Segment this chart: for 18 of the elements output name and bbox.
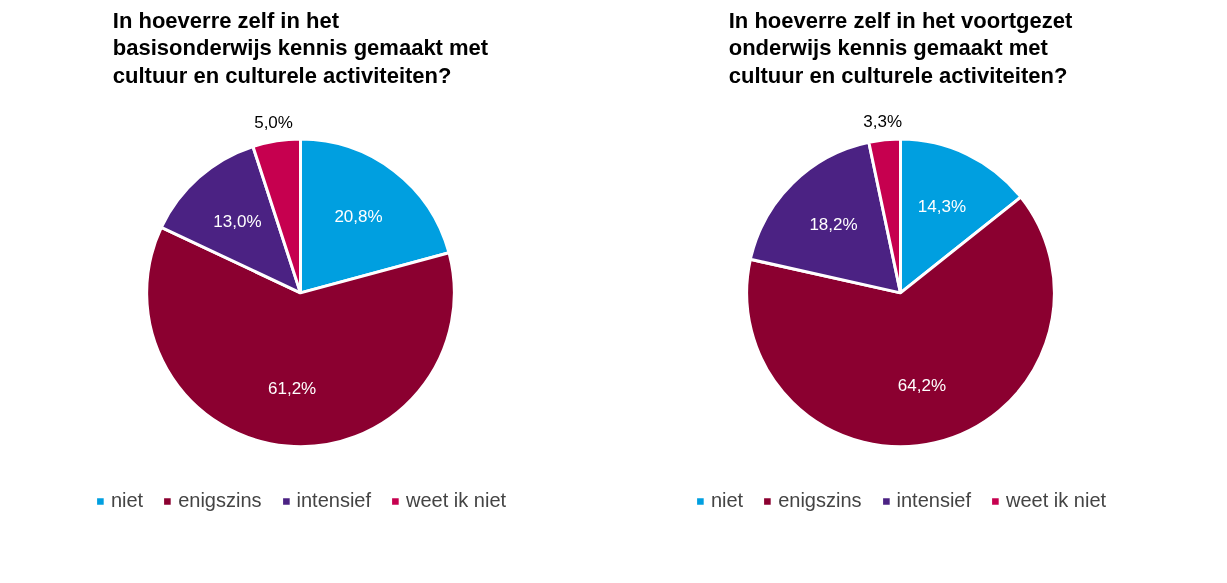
legend-label: niet	[710, 489, 744, 512]
legend-label: weet ik niet	[1006, 489, 1107, 512]
data-label: 5,0%	[254, 112, 293, 132]
data-label: 18,2%	[809, 215, 858, 235]
data-label: 14,3%	[917, 197, 967, 217]
chart-title: In hoeverre zelf in het voortgezet onderwijs kennis gemaakt met cultuur en culturele activiteiten?	[728, 7, 1073, 88]
legend-label: enigszins	[778, 489, 862, 512]
data-label: 3,3%	[863, 111, 903, 131]
data-label: 20,8%	[334, 207, 383, 227]
data-label: 61,2%	[268, 378, 317, 398]
legend-label: niet	[110, 489, 144, 512]
legend-label: intensief	[296, 489, 372, 512]
data-label: 64,2%	[897, 376, 946, 396]
legend-label: enigszins	[178, 489, 262, 512]
chart-title: In hoeverre zelf in het basisonderwijs kennis gemaakt met cultuur en culturele activiteiten?	[112, 7, 489, 88]
legend-label: intensief	[896, 489, 972, 512]
data-label: 13,0%	[213, 211, 262, 231]
legend-label: weet ik niet	[406, 489, 507, 512]
